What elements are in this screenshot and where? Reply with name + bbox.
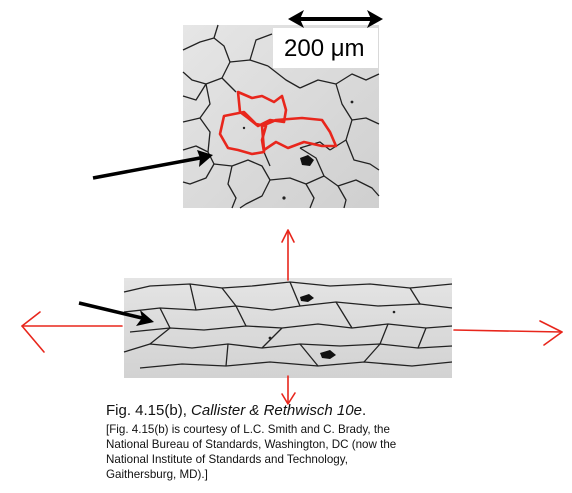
force-arrow-left xyxy=(21,311,123,353)
scale-bar xyxy=(288,10,383,28)
caption-title: Fig. 4.15(b), Callister & Rethwisch 10e. xyxy=(106,402,486,420)
outlined-grain-lower-right xyxy=(260,116,338,152)
pointer-arrow-top xyxy=(92,150,213,180)
force-arrow-down xyxy=(281,375,296,405)
caption-credit-line: [Fig. 4.15(b) is courtesy of L.C. Smith … xyxy=(106,423,390,436)
caption-figure-ref: Fig. 4.15(b), xyxy=(106,402,187,419)
figure-caption: Fig. 4.15(b), Callister & Rethwisch 10e.… xyxy=(106,402,486,482)
caption-credit-line: National Institute of Standards and Tech… xyxy=(106,453,348,466)
force-arrow-right xyxy=(453,320,563,346)
force-arrow-up xyxy=(281,229,295,281)
caption-credit-line: Gaithersburg, MD).] xyxy=(106,468,208,481)
scale-bar-label: 200 μm xyxy=(284,35,365,62)
micrograph-deformed xyxy=(123,278,453,378)
outlined-grain-upper xyxy=(236,90,288,128)
scale-bar-label-box xyxy=(273,28,378,68)
micrograph-undeformed xyxy=(182,24,380,209)
caption-credit: [Fig. 4.15(b) is courtesy of L.C. Smith … xyxy=(106,422,486,482)
caption-book-title: Callister & Rethwisch 10e xyxy=(191,402,362,419)
caption-credit-line: National Bureau of Standards, Washington… xyxy=(106,438,397,451)
caption-period: . xyxy=(361,402,367,419)
pointer-arrow-bottom xyxy=(78,301,154,326)
outlined-grain-lower-left xyxy=(218,110,268,156)
